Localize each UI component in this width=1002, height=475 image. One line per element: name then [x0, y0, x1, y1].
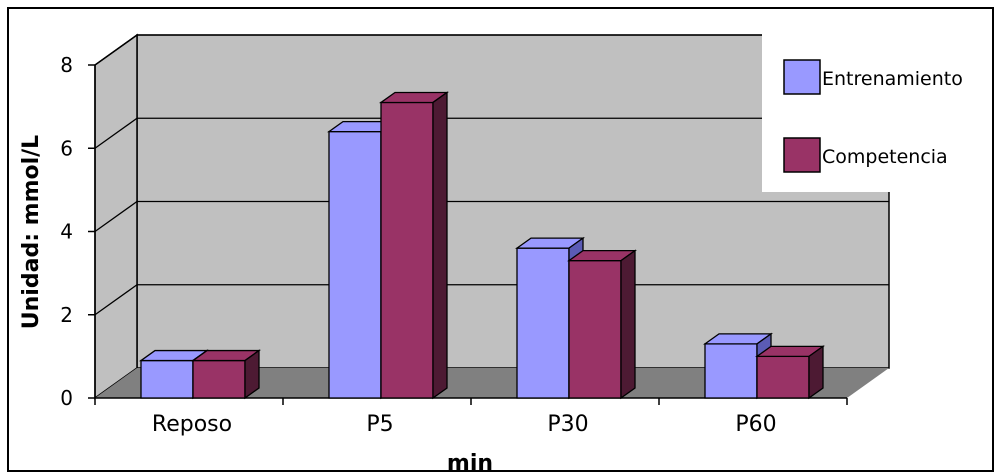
x-axis: Reposo P5 P30 P60 — [94, 397, 848, 437]
x-tick-label: P30 — [547, 412, 588, 437]
legend-label-entrenamiento: Entrenamiento — [822, 68, 963, 90]
bar-competencia-p30 — [566, 249, 638, 400]
legend-label-competencia: Competencia — [822, 146, 948, 168]
x-tick-label: Reposo — [152, 412, 232, 437]
bar-side — [432, 91, 448, 400]
gridlines — [94, 34, 889, 316]
bar-front — [516, 247, 570, 399]
y-tick-label: 6 — [60, 136, 73, 160]
bar-front — [704, 343, 758, 399]
bars — [138, 91, 826, 400]
bar-front — [140, 359, 194, 399]
y-tick-label: 2 — [60, 303, 73, 327]
bar-competencia-reposo — [190, 349, 262, 400]
bar-side — [620, 249, 636, 400]
bar-front — [756, 355, 810, 399]
legend-swatch-entrenamiento — [783, 59, 821, 95]
gridline — [94, 34, 889, 66]
bar-front — [192, 359, 246, 399]
bar-side — [244, 349, 260, 400]
gridline — [94, 284, 889, 316]
bar-front — [568, 259, 622, 399]
chart-floor — [95, 368, 889, 398]
legend: Entrenamiento Competencia — [762, 22, 990, 192]
y-tick-label: 0 — [60, 386, 73, 410]
x-tick-label: P60 — [735, 412, 776, 437]
y-tick-label: 8 — [60, 53, 73, 77]
y-axis: 0 2 4 6 8 — [60, 53, 96, 410]
bar-front — [380, 101, 434, 399]
bar-competencia-p5 — [378, 91, 450, 400]
x-tick-label: P5 — [366, 412, 393, 437]
y-axis-title: Unidad: mmol/L — [19, 135, 44, 329]
x-axis-title: min — [447, 451, 493, 475]
gridline — [94, 117, 889, 149]
bar-side — [808, 345, 824, 400]
legend-swatch-competencia — [783, 137, 821, 173]
bar-front — [328, 130, 382, 399]
bar-competencia-p60 — [754, 345, 826, 400]
y-tick-label: 4 — [60, 220, 73, 244]
gridline — [94, 200, 889, 233]
